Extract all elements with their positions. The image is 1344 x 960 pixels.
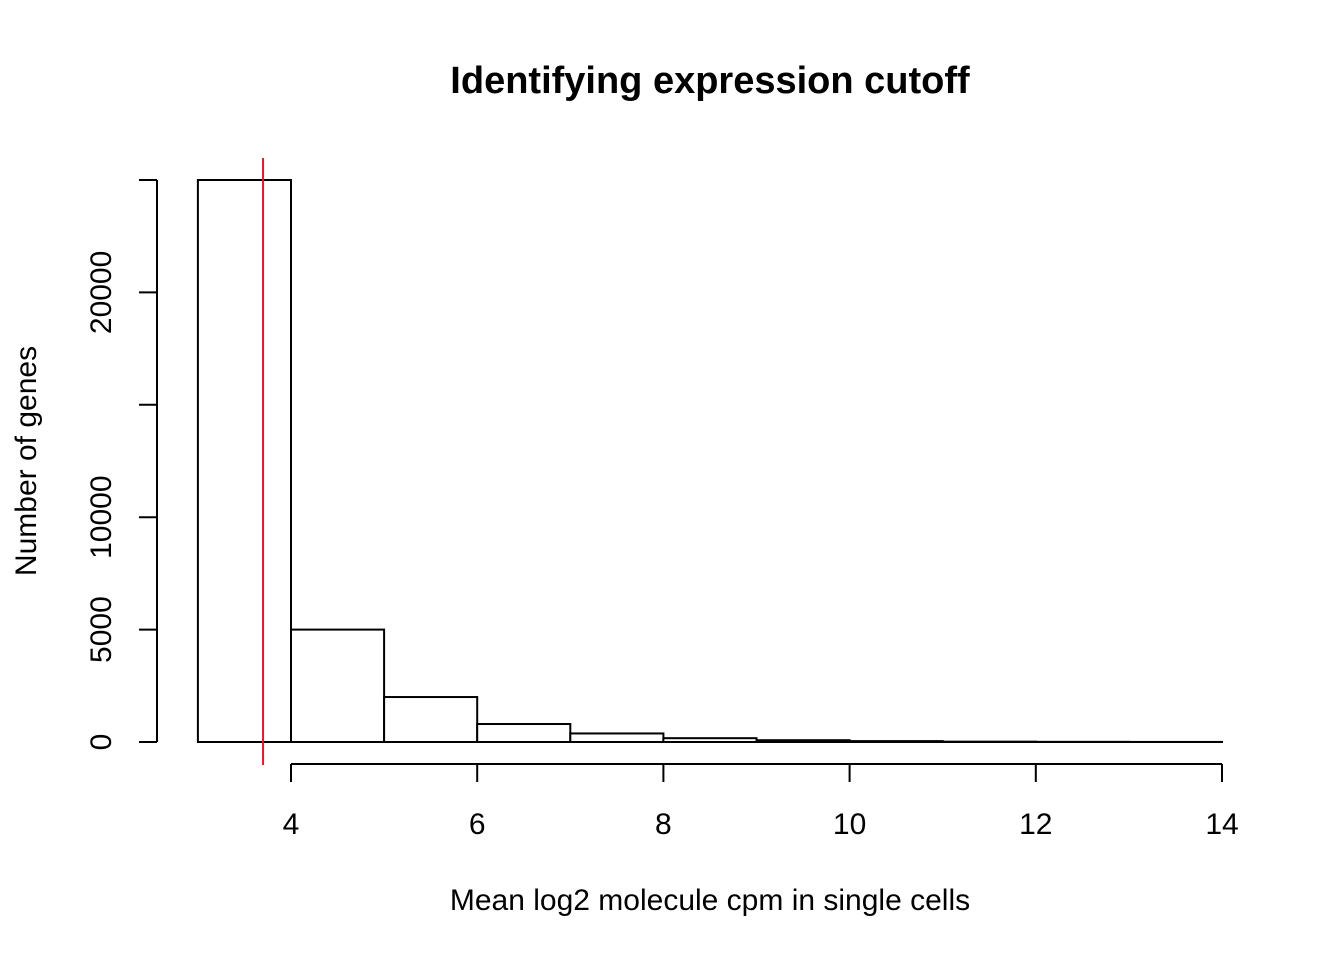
histogram-bar xyxy=(662,737,758,744)
histogram-bar xyxy=(755,739,851,743)
histogram-bar xyxy=(848,740,944,744)
x-tick-label: 6 xyxy=(469,808,486,841)
x-tick-label: 4 xyxy=(283,808,300,841)
histogram-bar xyxy=(290,628,386,743)
x-tick-label: 12 xyxy=(1019,808,1052,841)
y-axis-label: Number of genes xyxy=(10,346,43,576)
y-tick-label: 20000 xyxy=(85,251,118,334)
x-axis-label: Mean log2 molecule cpm in single cells xyxy=(450,884,970,917)
y-tick-label: 5000 xyxy=(85,596,118,663)
histogram-bar xyxy=(476,723,572,743)
histogram-bars xyxy=(196,179,1224,744)
histogram-bar xyxy=(196,179,292,743)
y-tick-label: 0 xyxy=(85,734,118,751)
y-tick-label: 10000 xyxy=(85,475,118,558)
histogram-bar xyxy=(569,732,665,743)
histogram-bar xyxy=(383,696,479,743)
x-tick-label: 14 xyxy=(1205,808,1238,841)
chart-title: Identifying expression cutoff xyxy=(450,60,970,102)
y-axis: 0 5000 10000 20000 xyxy=(85,179,158,751)
x-tick-label: 8 xyxy=(655,808,672,841)
x-tick-label: 10 xyxy=(833,808,866,841)
x-axis: 4 6 8 10 12 14 xyxy=(283,763,1239,841)
